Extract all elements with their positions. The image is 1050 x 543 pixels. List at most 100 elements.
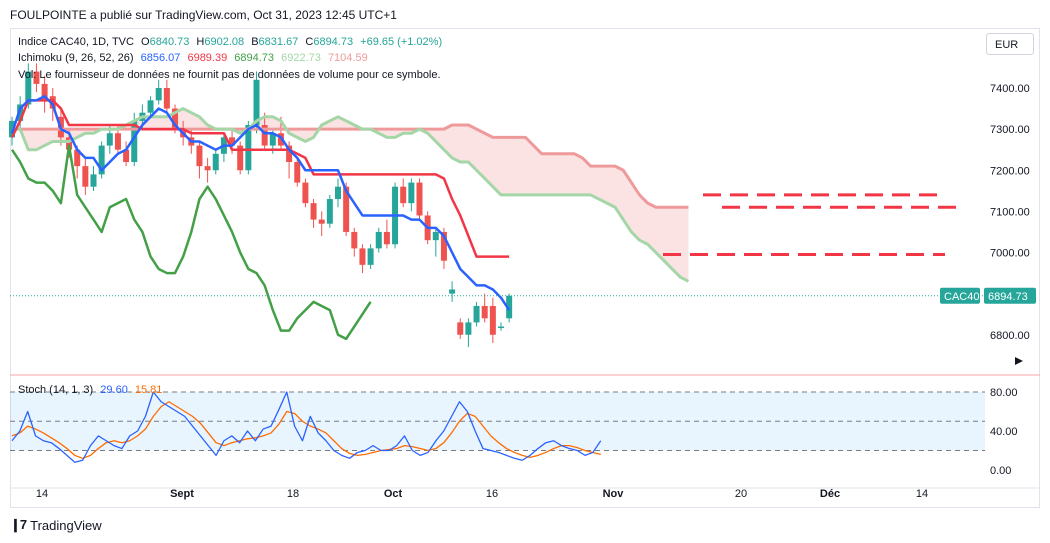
time-tick-label: Sept [170,488,194,500]
stoch-tick-label: 80.00 [990,387,1018,399]
candle-body [408,182,415,204]
ichimoku-span-b-value: 7104.59 [327,52,368,64]
high-label: H [196,36,205,48]
ichimoku-legend: Ichimoku (9, 26, 52, 26) 6856.07 6989.39… [18,52,372,64]
stoch-d-line [11,401,601,459]
price-tick-label: 7300.00 [990,124,1030,136]
price-tick-label: 7000.00 [990,248,1030,260]
candle-body [131,120,138,163]
candle-body [155,88,162,101]
candle-body [237,145,244,171]
grid-layer [10,374,1040,489]
time-tick-label: 18 [287,488,299,500]
candle-body [25,71,32,105]
candle-body [98,145,105,175]
close-label: C [305,36,314,48]
candle-body [172,108,178,130]
change-value: +69.65 (+1.02%) [360,36,443,48]
span-b-line [12,123,689,209]
price-tag-symbol-box [940,287,980,304]
candle-body [498,326,504,329]
candle-body [82,166,89,187]
candle-body [440,231,447,261]
candle-body [465,322,472,335]
time-tick-label: Déc [820,488,840,500]
conversion-line [10,94,511,311]
candle-body [163,88,170,109]
candle-body [123,149,130,163]
price-tick-label: 7200.00 [990,165,1030,177]
candle-body [196,145,203,167]
footer-logo[interactable]: ❙7 TradingView [10,517,102,533]
candle-body [302,182,309,204]
candle-body [449,289,456,294]
currency-button[interactable]: EUR [986,33,1034,55]
publish-header: FOULPOINTE a publié sur TradingView.com,… [10,8,397,22]
stoch-label: Stoch (14, 1, 3) [18,384,94,396]
time-tick-label: Oct [384,488,403,500]
candle-body [432,231,439,241]
candle-body [506,295,513,319]
volume-note-text: Vol: Le fournisseur de données ne fourni… [18,69,441,81]
candle-body [229,137,236,146]
candle-body [400,186,407,204]
axis-layer: 7400.007300.007200.007100.007000.006900.… [36,83,1036,500]
candle-body [318,219,325,224]
candle-body [335,186,341,200]
time-tick-label: 14 [36,488,48,500]
low-value: 6831.67 [258,36,299,48]
time-tick-label: 20 [735,488,747,500]
volume-note: Vol: Le fournisseur de données ne fourni… [18,69,445,81]
price-tick-label: 7400.00 [990,83,1030,95]
candle-body [114,133,121,150]
candle-body [17,104,24,121]
chart-frame[interactable] [10,28,1040,508]
candle-body [212,153,219,171]
close-value: 6894.73 [313,36,354,48]
candle-body [343,186,350,232]
stoch-tick-label: 40.00 [990,426,1018,438]
candle-body [90,174,97,187]
ichimoku-lines [10,94,985,341]
stoch-legend: Stoch (14, 1, 3) 29.60 15.81 [18,384,166,396]
candle-body [245,125,252,171]
ichimoku-label: Ichimoku (9, 26, 52, 26) [18,52,134,64]
candle-body [351,231,358,249]
ohlc-values: O6840.73 H6902.08 B6831.67 C6894.73 +69.… [141,36,446,48]
ichimoku-span-a-value: 6922.73 [281,52,321,64]
stoch-tick-label: 0.00 [990,465,1011,477]
price-tag-symbol: CAC40 [944,291,979,303]
candle-body [310,203,317,220]
candle-body [383,231,390,245]
ichimoku-base-value: 6989.39 [187,52,228,64]
candle-body [106,133,113,146]
low-label: B [251,36,259,48]
candle-body [41,83,48,101]
symbol-legend: Indice CAC40, 1D, TVC O6840.73 H6902.08 … [18,36,446,48]
candle-body [49,96,56,109]
candle-body [204,166,211,171]
price-tag-value: 6894.73 [988,291,1028,303]
stoch-k-line [11,391,602,463]
ichimoku-conversion-value: 6856.07 [140,52,181,64]
candle-body [74,149,81,167]
open-label: O [141,36,150,48]
candle-body [457,322,464,335]
candle-body [489,305,496,335]
price-tick-label: 6800.00 [990,330,1030,342]
price-tag-value-box [984,287,1036,304]
stoch-pane: 80.00 40.00 0.00 [10,387,1018,477]
candle-body [481,305,488,319]
base-line [10,99,510,258]
footer-brand: TradingView [30,517,102,533]
header-bar: FOULPOINTE a publié sur TradingView.com,… [0,0,1050,28]
candle-body [147,100,154,113]
candle-body [359,248,366,265]
scroll-right-icon [1015,357,1023,365]
time-tick-label: 14 [916,488,928,500]
stoch-d-value: 15.81 [134,384,163,396]
candle-body [286,145,293,163]
high-value: 6902.08 [204,36,245,48]
candle-body [261,125,268,146]
